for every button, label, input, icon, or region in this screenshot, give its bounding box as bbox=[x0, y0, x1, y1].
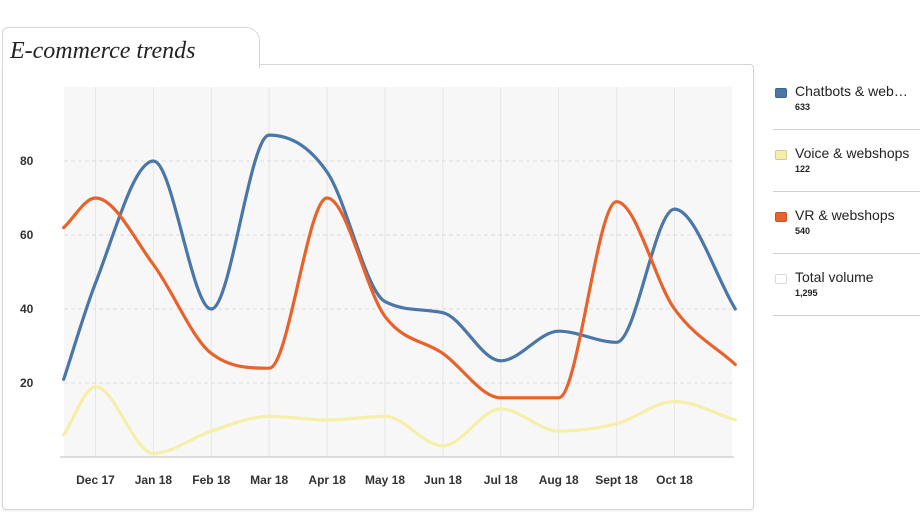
legend-swatch bbox=[775, 150, 787, 160]
legend-label: VR & webshops bbox=[795, 207, 895, 223]
chart-title: E-commerce trends bbox=[10, 38, 196, 64]
x-tick-label: Feb 18 bbox=[192, 473, 230, 487]
legend-item-total[interactable]: Total volume 1,295 bbox=[773, 254, 920, 316]
vertical-grid bbox=[95, 87, 675, 457]
x-tick-label: Apr 18 bbox=[308, 473, 346, 487]
series-line-vr bbox=[62, 196, 737, 400]
legend-item-voice[interactable]: Voice & webshops 122 bbox=[773, 130, 920, 192]
series-line-voice bbox=[62, 385, 737, 455]
x-tick-label: Jun 18 bbox=[424, 473, 462, 487]
x-tick-label: Sept 18 bbox=[595, 473, 638, 487]
legend: Chatbots & web… 633 Voice & webshops 122… bbox=[773, 68, 920, 316]
legend-value: 633 bbox=[795, 102, 811, 112]
series-lines bbox=[62, 133, 737, 455]
line-chart: 20 40 60 80 Dec 17 Jan 18 Feb 18 Mar 18 Apr 18 M… bbox=[20, 87, 737, 487]
title-tab bbox=[2, 27, 260, 68]
x-tick-label: Jul 18 bbox=[484, 473, 518, 487]
legend-swatch bbox=[775, 88, 787, 98]
legend-label: Voice & webshops bbox=[795, 145, 910, 161]
x-tick-label: Mar 18 bbox=[250, 473, 288, 487]
x-tick-label: Dec 17 bbox=[76, 473, 115, 487]
legend-item-vr[interactable]: VR & webshops 540 bbox=[773, 192, 920, 254]
plot-area bbox=[64, 87, 732, 457]
legend-label: Chatbots & web… bbox=[795, 83, 908, 99]
x-tick-label: Jan 18 bbox=[135, 473, 173, 487]
legend-swatch bbox=[775, 274, 787, 284]
legend-value: 1,295 bbox=[795, 288, 818, 298]
x-tick-label: Oct 18 bbox=[656, 473, 693, 487]
x-tick-labels: Dec 17 Jan 18 Feb 18 Mar 18 Apr 18 May 18 Jun … bbox=[76, 473, 693, 487]
legend-value: 122 bbox=[795, 164, 811, 174]
x-tick-label: May 18 bbox=[365, 473, 405, 487]
legend-label: Total volume bbox=[795, 269, 874, 285]
y-tick-labels: 20 40 60 80 bbox=[20, 154, 34, 390]
y-tick-label: 80 bbox=[20, 154, 34, 168]
legend-swatch bbox=[775, 212, 787, 222]
legend-value: 540 bbox=[795, 226, 811, 236]
y-tick-label: 20 bbox=[20, 376, 34, 390]
horizontal-grid bbox=[64, 160, 732, 384]
y-tick-label: 40 bbox=[20, 302, 34, 316]
y-tick-label: 60 bbox=[20, 228, 34, 242]
x-tick-label: Aug 18 bbox=[539, 473, 579, 487]
legend-item-chatbots[interactable]: Chatbots & web… 633 bbox=[773, 68, 920, 130]
